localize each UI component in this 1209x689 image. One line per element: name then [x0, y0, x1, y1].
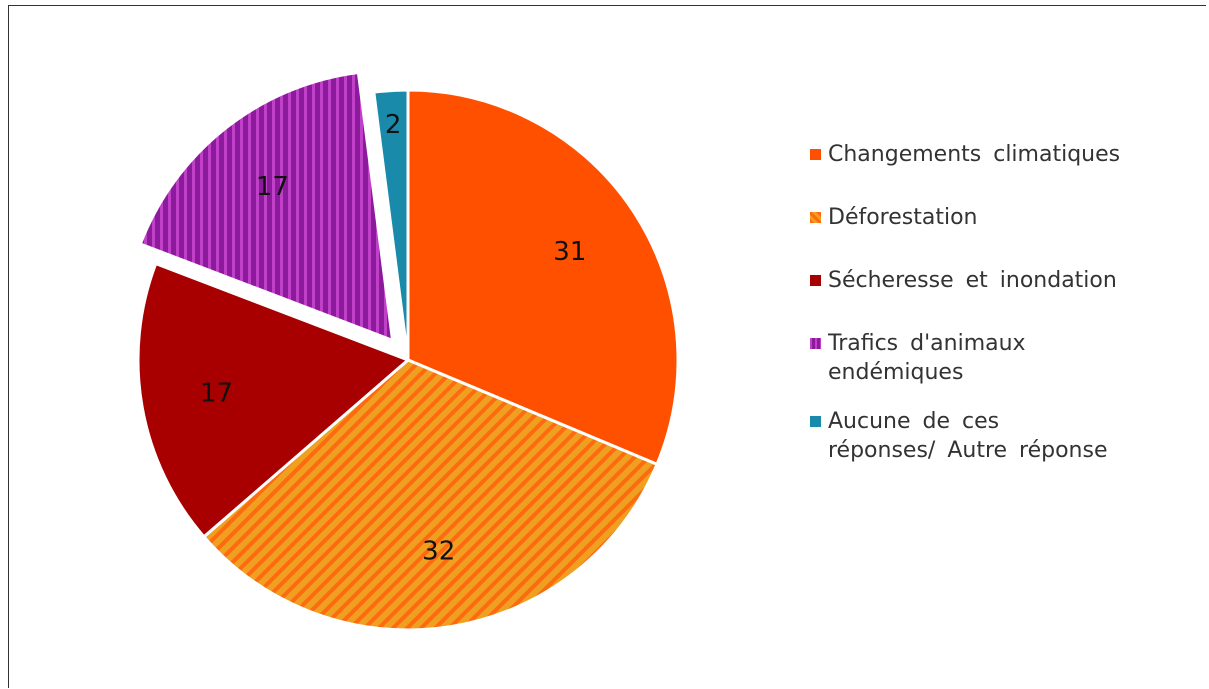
data-label: 17: [200, 378, 233, 408]
legend-swatch: [810, 149, 821, 160]
legend-label: Aucune de ces réponses/ Autre réponse: [828, 409, 1108, 463]
legend-label: Changements climatiques: [828, 142, 1121, 167]
pie-slice: [201, 358, 660, 632]
pie-slice: [138, 70, 395, 343]
legend-item: Déforestation: [808, 203, 1120, 232]
legend-label: Trafics d'animaux endémiques: [828, 331, 1026, 385]
legend-swatch: [810, 416, 821, 427]
data-label: 32: [422, 536, 455, 566]
data-label: 17: [256, 172, 289, 202]
legend-label: Déforestation: [828, 205, 978, 230]
legend-swatch: [810, 212, 821, 223]
legend-item: Trafics d'animaux endémiques: [808, 329, 1028, 387]
legend-item: Aucune de ces réponses/ Autre réponse: [808, 407, 1118, 465]
pie-slice: [136, 261, 411, 539]
pie-slice: [406, 88, 680, 467]
legend-swatch: [810, 338, 821, 349]
legend: Changements climatiques Déforestation Séch…: [808, 140, 1120, 499]
data-label: 31: [553, 237, 586, 267]
data-label: 2: [385, 110, 402, 140]
pie-slice: [372, 88, 410, 361]
legend-item: Changements climatiques: [808, 140, 1120, 169]
legend-item: Sécheresse et inondation: [808, 266, 1120, 295]
frame: [8, 5, 1206, 688]
legend-swatch: [810, 275, 821, 286]
legend-label: Sécheresse et inondation: [828, 268, 1117, 293]
